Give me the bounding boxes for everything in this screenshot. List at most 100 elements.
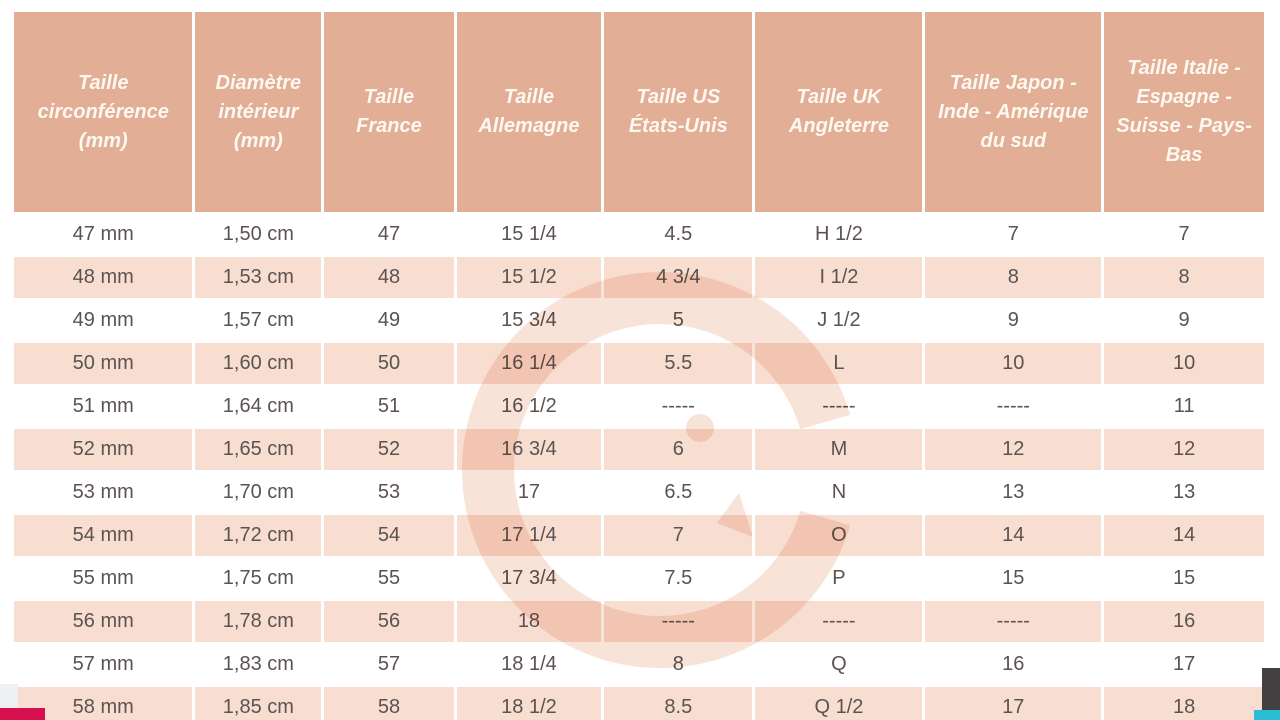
table-row: 54 mm 1,72 cm 54 17 1/4 7 O 14 14 [14, 513, 1264, 558]
table-cell: 16 [922, 642, 1103, 687]
table-row: 53 mm 1,70 cm 53 17 6.5 N 13 13 [14, 470, 1264, 515]
table-cell: 18 1/2 [453, 685, 603, 720]
table-body: 47 mm 1,50 cm 47 15 1/4 4.5 H 1/2 7 7 48 mm 1,53 … [14, 212, 1264, 720]
table-cell: 1,72 cm [192, 513, 323, 558]
table-cell: 8 [922, 255, 1103, 300]
table-cell: 47 [321, 212, 456, 257]
table-cell: 1,50 cm [192, 212, 323, 257]
col-header-circumference: Taille circonférence (mm) [14, 12, 194, 213]
table-cell: 17 [922, 685, 1103, 720]
table-cell: 58 [321, 685, 456, 720]
table-cell: 1,75 cm [192, 556, 323, 601]
table-cell: 50 [321, 341, 456, 386]
table-row: 50 mm 1,60 cm 50 16 1/4 5.5 L 10 10 [14, 341, 1264, 386]
table-cell: 49 mm [14, 298, 194, 343]
table-cell: ----- [601, 599, 754, 644]
table-cell: 1,78 cm [192, 599, 323, 644]
table-cell: N [752, 470, 924, 515]
table-cell: 6 [601, 427, 754, 472]
table-cell: 18 [453, 599, 603, 644]
table-cell: 56 [321, 599, 456, 644]
table-cell: 16 1/4 [453, 341, 603, 386]
table-cell: 54 mm [14, 513, 194, 558]
table-cell: 18 [1101, 685, 1264, 720]
table-cell: 15 1/4 [453, 212, 603, 257]
table-cell: 55 mm [14, 556, 194, 601]
table-cell: 15 [922, 556, 1103, 601]
table-cell: Q 1/2 [752, 685, 924, 720]
table-cell: 52 mm [14, 427, 194, 472]
table-cell: I 1/2 [752, 255, 924, 300]
table-row: 49 mm 1,57 cm 49 15 3/4 5 J 1/2 9 9 [14, 298, 1264, 343]
table-cell: ----- [752, 599, 924, 644]
table-cell: 10 [1101, 341, 1264, 386]
table-row: 57 mm 1,83 cm 57 18 1/4 8 Q 16 17 [14, 642, 1264, 687]
table-cell: 8 [1101, 255, 1264, 300]
table-cell: 5 [601, 298, 754, 343]
table-cell: 8 [601, 642, 754, 687]
table-cell: L [752, 341, 924, 386]
table-cell: 12 [922, 427, 1103, 472]
table-cell: 7 [922, 212, 1103, 257]
table-cell: 48 [321, 255, 456, 300]
table-cell: 57 mm [14, 642, 194, 687]
cutoff-ui-fragment-crimson-bar [0, 708, 45, 720]
table-cell: ----- [922, 599, 1103, 644]
table-cell: H 1/2 [752, 212, 924, 257]
table-cell: J 1/2 [752, 298, 924, 343]
table-header: Taille circonférence (mm) Diamètre intér… [14, 12, 1264, 213]
table-cell: 9 [1101, 298, 1264, 343]
table-cell: 49 [321, 298, 456, 343]
table-cell: 1,65 cm [192, 427, 323, 472]
table-row: 48 mm 1,53 cm 48 15 1/2 4 3/4 I 1/2 8 8 [14, 255, 1264, 300]
table-row: 56 mm 1,78 cm 56 18 ----- ----- ----- 16 [14, 599, 1264, 644]
table-row: 51 mm 1,64 cm 51 16 1/2 ----- ----- ----- 11 [14, 384, 1264, 429]
table-cell: 51 [321, 384, 456, 429]
col-header-germany: Taille Allemagne [453, 12, 603, 213]
table-cell: 14 [1101, 513, 1264, 558]
table-cell: 16 [1101, 599, 1264, 644]
table-cell: 17 1/4 [453, 513, 603, 558]
table-cell: 13 [922, 470, 1103, 515]
col-header-france: Taille France [321, 12, 456, 213]
table-cell: 17 3/4 [453, 556, 603, 601]
table-cell: 53 [321, 470, 456, 515]
table-cell: 1,53 cm [192, 255, 323, 300]
table-cell: 16 1/2 [453, 384, 603, 429]
cutoff-ui-fragment-gray [0, 684, 18, 708]
ring-size-conversion-table: Taille circonférence (mm) Diamètre intér… [14, 12, 1264, 720]
table-cell: 4.5 [601, 212, 754, 257]
table-row: 47 mm 1,50 cm 47 15 1/4 4.5 H 1/2 7 7 [14, 212, 1264, 257]
table-cell: 5.5 [601, 341, 754, 386]
table-cell: 18 1/4 [453, 642, 603, 687]
table-cell: 17 [453, 470, 603, 515]
table-cell: 55 [321, 556, 456, 601]
table-cell: 15 1/2 [453, 255, 603, 300]
col-header-japan-india-south-america: Taille Japon - Inde - Amérique du sud [922, 12, 1103, 213]
table-cell: O [752, 513, 924, 558]
table-cell: ----- [922, 384, 1103, 429]
table-cell: 15 [1101, 556, 1264, 601]
col-header-inner-diameter: Diamètre intérieur (mm) [192, 12, 323, 213]
table-cell: 13 [1101, 470, 1264, 515]
cutoff-ui-fragment-dark-bar [1262, 668, 1280, 710]
cutoff-ui-fragment-cyan-bar [1254, 710, 1280, 720]
table-cell: 11 [1101, 384, 1264, 429]
table-cell: 7.5 [601, 556, 754, 601]
col-header-uk: Taille UK Angleterre [752, 12, 924, 213]
table-cell: 50 mm [14, 341, 194, 386]
table-cell: 17 [1101, 642, 1264, 687]
table-row: 58 mm 1,85 cm 58 18 1/2 8.5 Q 1/2 17 18 [14, 685, 1264, 720]
table-cell: P [752, 556, 924, 601]
table-cell: 16 3/4 [453, 427, 603, 472]
table-cell: 10 [922, 341, 1103, 386]
table-cell: 8.5 [601, 685, 754, 720]
col-header-us: Taille US États-Unis [601, 12, 754, 213]
table-cell: 1,83 cm [192, 642, 323, 687]
table-cell: 12 [1101, 427, 1264, 472]
table-cell: 1,60 cm [192, 341, 323, 386]
table-cell: 7 [1101, 212, 1264, 257]
table-row: 55 mm 1,75 cm 55 17 3/4 7.5 P 15 15 [14, 556, 1264, 601]
table-cell: 9 [922, 298, 1103, 343]
